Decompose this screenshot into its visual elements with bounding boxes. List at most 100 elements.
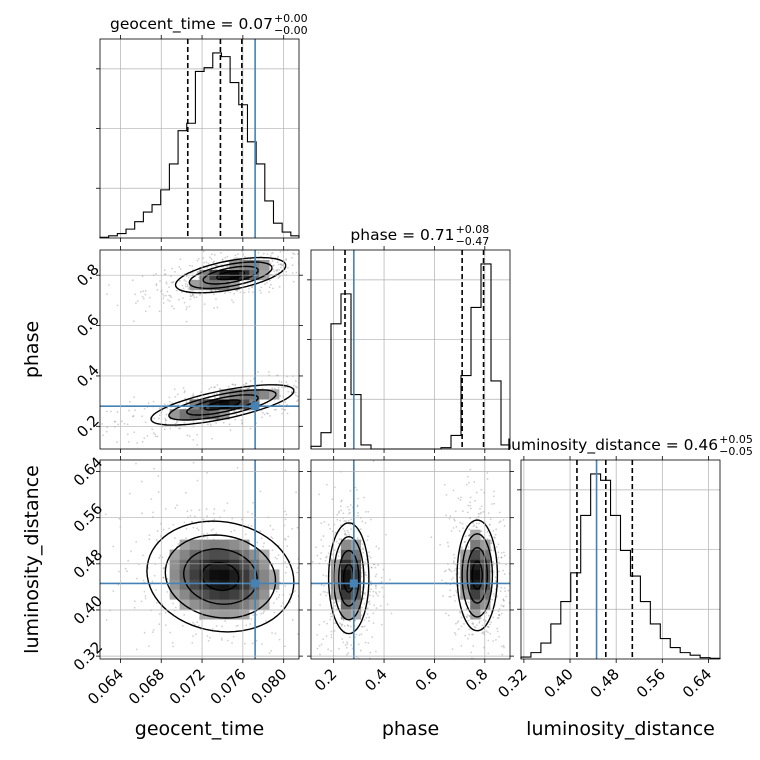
sample-point	[349, 504, 352, 506]
sample-point	[362, 551, 365, 554]
sample-point	[322, 535, 325, 537]
density-cell	[340, 569, 352, 580]
sample-point	[150, 498, 153, 501]
sample-point	[140, 600, 143, 603]
sample-point	[331, 498, 334, 501]
sample-point	[174, 422, 177, 425]
sample-point	[354, 659, 356, 661]
sample-point	[349, 620, 351, 623]
sample-point	[269, 262, 272, 265]
sample-point	[360, 571, 363, 574]
sample-point	[445, 612, 447, 615]
sample-point	[297, 399, 299, 401]
sample-point	[280, 605, 283, 608]
sample-point	[233, 529, 236, 532]
sample-point	[295, 491, 297, 494]
histogram-step-phase	[310, 263, 511, 450]
sample-point	[245, 382, 247, 385]
sample-point	[113, 420, 116, 423]
sample-point	[168, 300, 171, 303]
truth-marker	[251, 402, 260, 411]
sample-point	[347, 625, 350, 627]
sample-point	[236, 290, 239, 292]
sample-point	[324, 371, 326, 373]
density-cell	[460, 589, 471, 600]
sample-point	[469, 496, 472, 499]
sample-point	[281, 386, 283, 389]
sample-point	[323, 389, 325, 391]
sample-point	[162, 576, 165, 579]
sample-point	[479, 512, 482, 515]
sample-point	[331, 530, 334, 533]
sample-point	[454, 622, 457, 625]
sample-point	[163, 295, 165, 297]
sample-point	[234, 254, 237, 257]
sample-point	[377, 564, 380, 566]
sample-point	[342, 527, 345, 530]
sample-point	[469, 504, 472, 507]
sample-point	[340, 500, 343, 503]
sample-point	[318, 644, 321, 647]
sample-point	[265, 620, 267, 623]
sample-point	[287, 535, 290, 538]
sample-point	[500, 556, 503, 559]
sample-point	[272, 264, 275, 267]
sample-point	[497, 556, 500, 559]
density-cell	[179, 569, 190, 580]
panel-frame-2-2	[520, 459, 721, 660]
sample-point	[314, 558, 316, 560]
sample-point	[342, 681, 344, 683]
sample-point	[164, 508, 167, 510]
sample-point	[233, 409, 236, 412]
sample-point	[286, 403, 288, 406]
sample-point	[304, 635, 306, 637]
sample-point	[207, 640, 210, 642]
sample-point	[203, 303, 206, 306]
density-cell	[229, 579, 240, 590]
sample-point	[476, 624, 478, 627]
sample-point	[359, 528, 362, 531]
contour-0-level	[164, 534, 277, 619]
sample-point	[488, 524, 491, 526]
sample-point	[259, 490, 262, 493]
sample-point	[472, 645, 475, 647]
sample-point	[155, 283, 158, 285]
sample-point	[439, 543, 442, 546]
sample-point	[389, 606, 391, 608]
sample-point	[353, 687, 355, 689]
sample-point	[338, 693, 340, 695]
sample-point	[430, 536, 433, 539]
sample-point	[323, 520, 326, 523]
sample-point	[469, 468, 472, 471]
sample-point	[184, 397, 187, 400]
sample-point	[367, 642, 370, 644]
sample-point	[302, 385, 304, 387]
sample-point	[361, 625, 364, 628]
sample-point	[144, 310, 147, 313]
density-cell	[229, 539, 240, 550]
sample-point	[330, 636, 333, 639]
sample-point	[220, 251, 222, 254]
ylabel-luminosity_distance: luminosity_distance	[21, 465, 43, 654]
sample-point	[136, 300, 139, 303]
sample-point	[191, 395, 194, 398]
sample-point	[188, 435, 191, 437]
sample-point	[266, 281, 268, 284]
sample-point	[342, 619, 345, 622]
sample-point	[325, 594, 328, 597]
sample-point	[270, 536, 273, 538]
sample-point	[355, 633, 358, 636]
sample-point	[284, 518, 287, 521]
sample-point	[305, 251, 307, 253]
sample-point	[326, 591, 329, 594]
sample-point	[215, 422, 218, 424]
sample-point	[116, 411, 119, 414]
sample-point	[346, 653, 348, 656]
density-cell	[219, 539, 230, 550]
sample-point	[318, 385, 320, 387]
sample-point	[192, 393, 195, 395]
sample-point	[480, 511, 483, 514]
sample-point	[296, 571, 299, 574]
sample-point	[191, 521, 193, 523]
sample-point	[498, 635, 500, 638]
